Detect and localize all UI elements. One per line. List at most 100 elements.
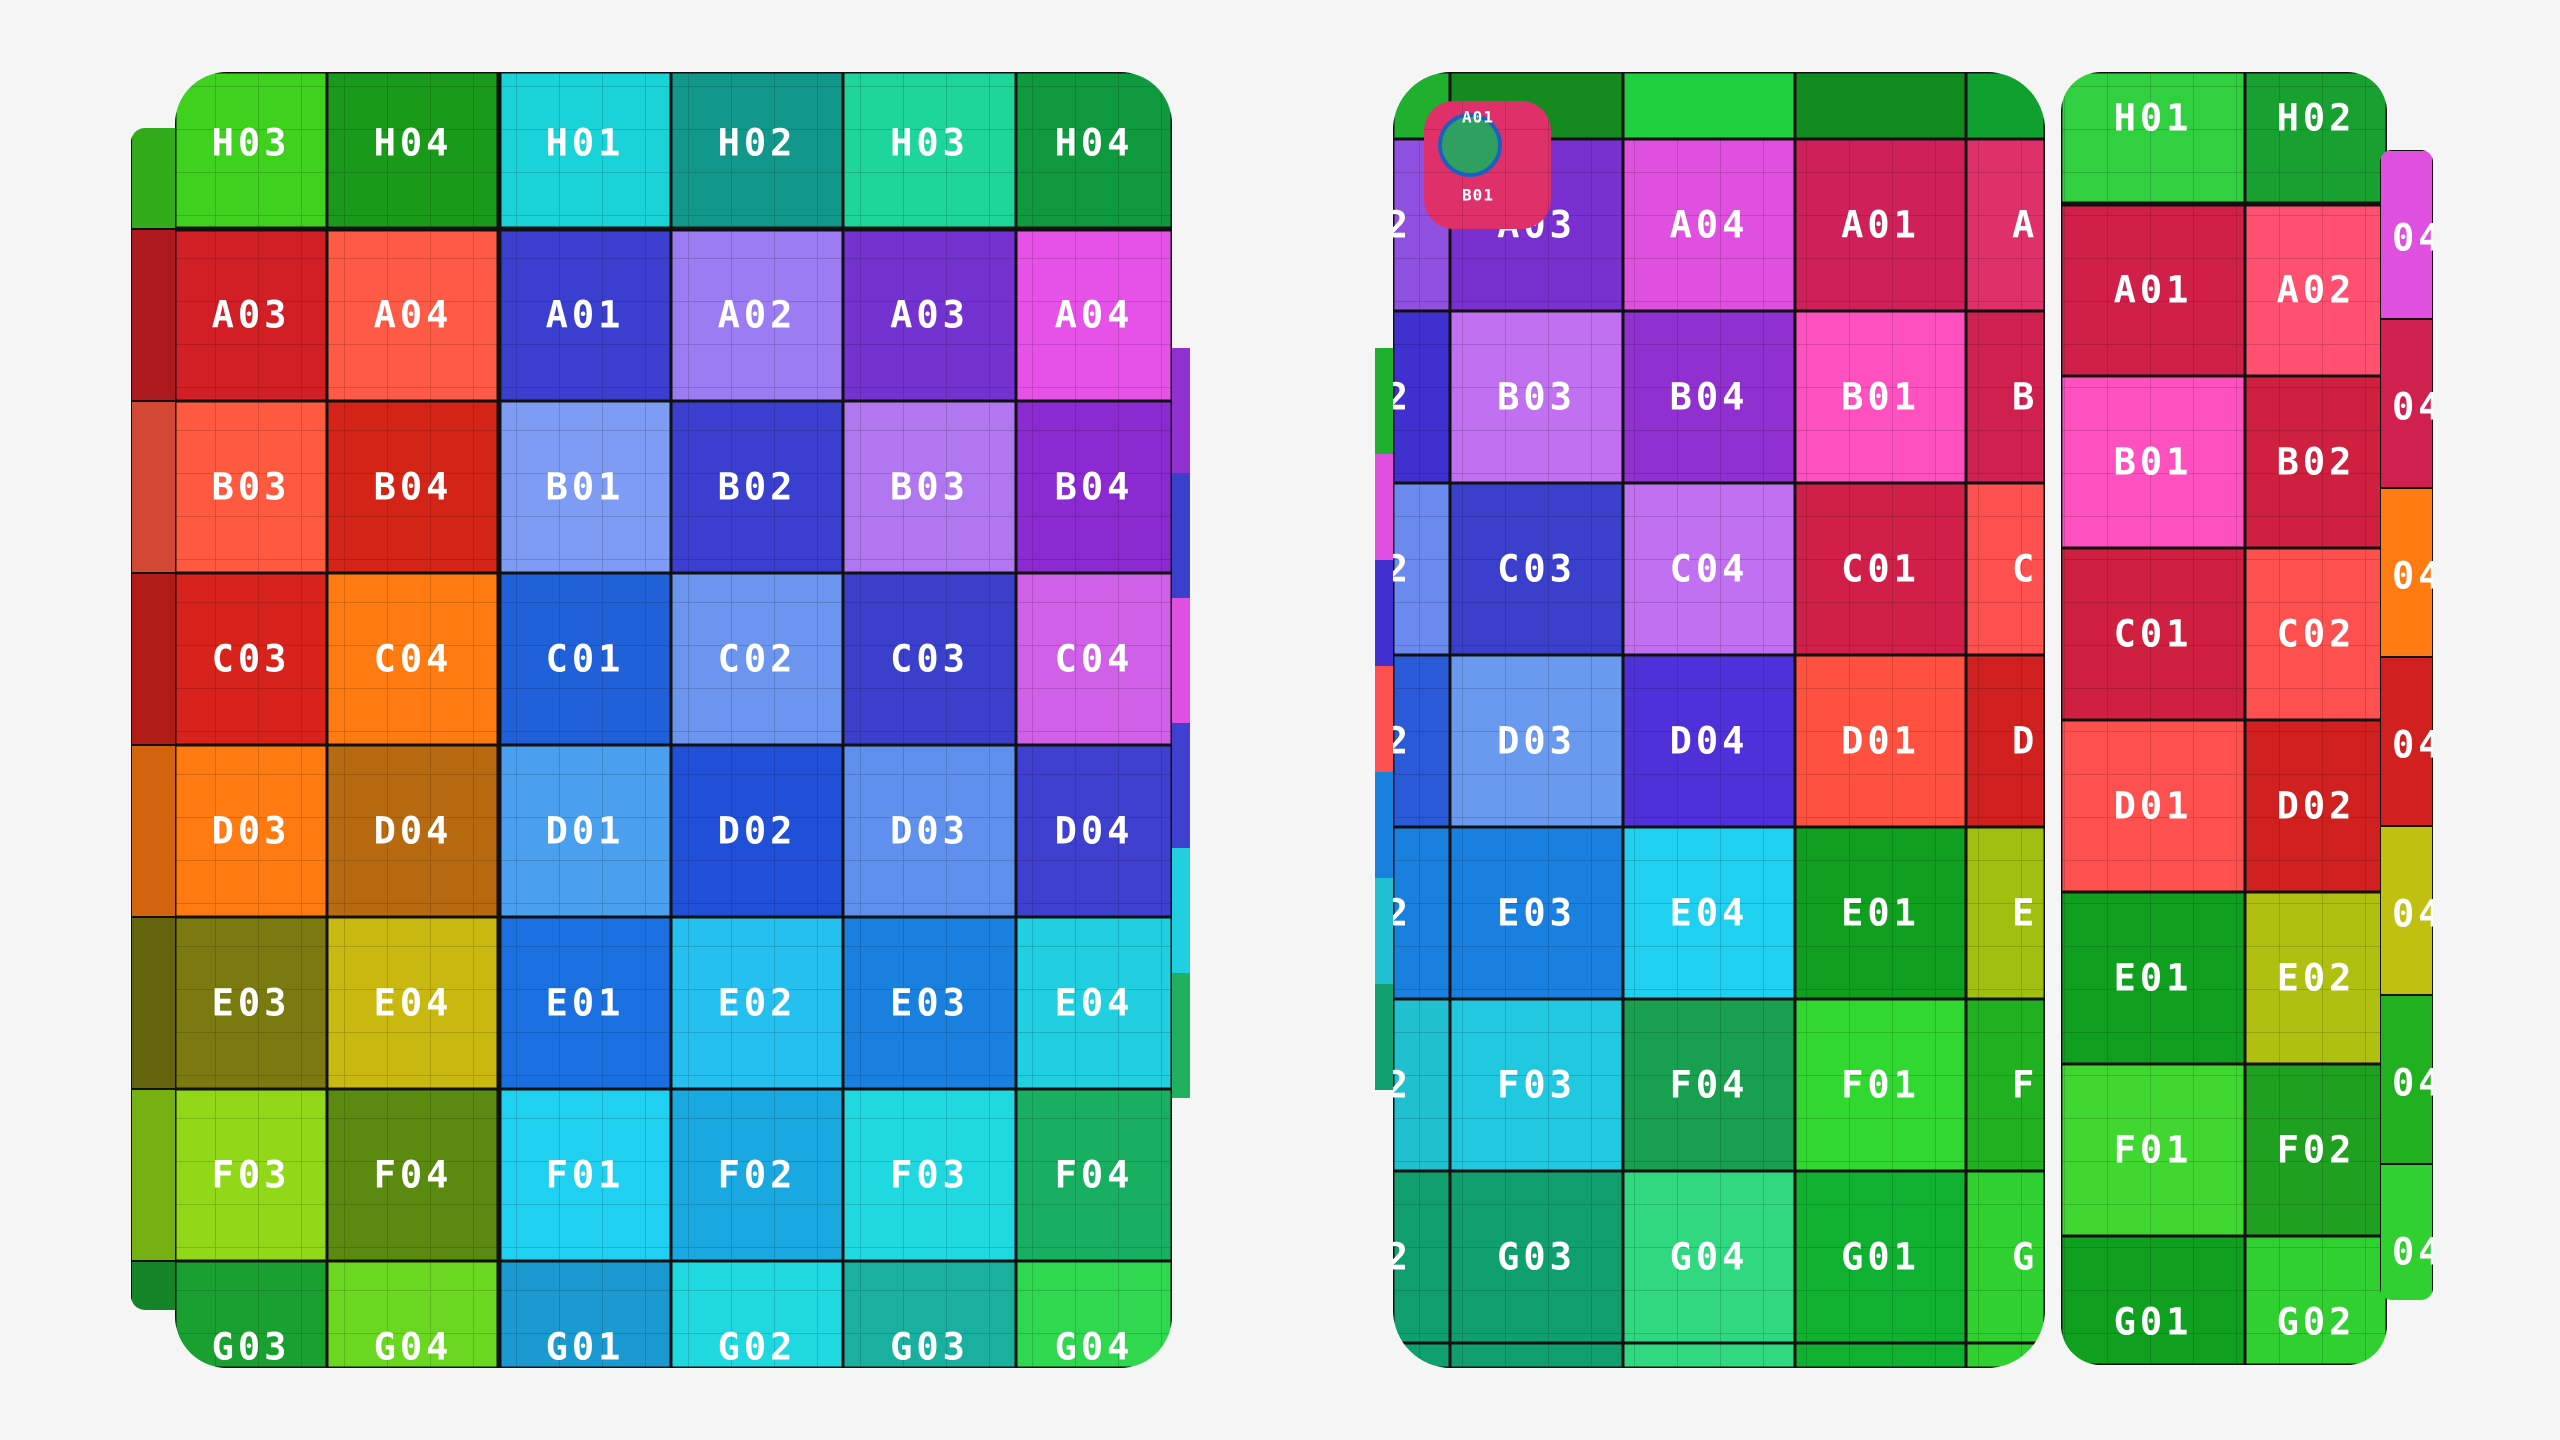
tile-grid xyxy=(1450,827,1623,999)
tile-grid xyxy=(1966,311,2045,483)
tile-label: C01 xyxy=(1841,548,1920,591)
hinge xyxy=(2045,72,2061,1368)
tile-grid xyxy=(1450,655,1623,827)
tile-label: F03 xyxy=(890,1154,969,1197)
tile-grid xyxy=(843,401,1016,573)
tile-label: C03 xyxy=(890,638,969,681)
tile-label: A01 xyxy=(1841,204,1920,247)
tile-label: C03 xyxy=(1497,548,1576,591)
tile-grid xyxy=(327,745,499,917)
tile-grid xyxy=(2245,892,2387,1064)
tile-grid xyxy=(499,1261,671,1368)
tile-grid xyxy=(1795,655,1966,827)
tile-grid xyxy=(1623,999,1795,1171)
tile-grid xyxy=(327,229,499,401)
tile-grid xyxy=(1795,827,1966,999)
tile-label: C03 xyxy=(212,638,291,681)
tile-label: C04 xyxy=(374,638,453,681)
tile-label: D01 xyxy=(1841,720,1920,763)
tile-grid xyxy=(2061,1064,2245,1236)
tile-grid xyxy=(671,573,843,745)
tile-grid xyxy=(1393,999,1450,1171)
tile-label: B03 xyxy=(890,466,969,509)
tile-border xyxy=(2243,1234,2387,1365)
tile-label: D01 xyxy=(2114,785,2193,828)
tile-label: 2 xyxy=(1386,892,1412,935)
tile-label: F04 xyxy=(1055,1154,1134,1197)
tile-label: H02 xyxy=(718,122,797,165)
tile-grid xyxy=(1623,1171,1795,1343)
tile-label: A03 xyxy=(212,294,291,337)
tile-label: A04 xyxy=(374,294,453,337)
tile-grid xyxy=(843,573,1016,745)
tile-grid xyxy=(1450,311,1623,483)
tile-label: C02 xyxy=(2277,613,2356,656)
tile-grid xyxy=(175,401,327,573)
tile-label: D04 xyxy=(374,810,453,853)
tile-grid xyxy=(1623,311,1795,483)
tile-label: E01 xyxy=(546,982,625,1025)
tile-label: E01 xyxy=(1841,892,1920,935)
button-segment xyxy=(1170,348,1190,473)
tile-grid xyxy=(2245,376,2387,548)
tile-label: B04 xyxy=(374,466,453,509)
button-segment xyxy=(1170,973,1190,1098)
tile-border xyxy=(1014,1259,1172,1368)
tile-grid xyxy=(843,72,1016,229)
tile-label: B01 xyxy=(2114,441,2193,484)
tile-label: 2 xyxy=(1386,548,1412,591)
tile-label: G01 xyxy=(1841,1236,1920,1279)
tile-label: 2 xyxy=(1386,1236,1412,1279)
tile-label: H03 xyxy=(212,122,291,165)
tile-grid xyxy=(327,573,499,745)
edge-label: 04 xyxy=(2392,893,2445,936)
tile-label: A02 xyxy=(718,294,797,337)
tile-label: A04 xyxy=(1055,294,1134,337)
tile-label: G01 xyxy=(546,1326,625,1369)
tile-grid xyxy=(1450,999,1623,1171)
tile-grid xyxy=(2245,204,2387,376)
tile-label: G02 xyxy=(718,1326,797,1369)
tile-grid xyxy=(1016,917,1172,1089)
tile-label: G02 xyxy=(2277,1301,2356,1344)
tile-label: A01 xyxy=(2114,269,2193,312)
tile-grid xyxy=(1016,1261,1172,1368)
tile-label: B03 xyxy=(212,466,291,509)
tile-grid xyxy=(499,745,671,917)
tile-grid xyxy=(2245,1236,2387,1365)
tile-label: F04 xyxy=(374,1154,453,1197)
tile-border xyxy=(1964,1341,2045,1368)
tile-grid xyxy=(2245,72,2387,204)
tile-label: F03 xyxy=(212,1154,291,1197)
tile-grid xyxy=(1795,1343,1966,1368)
tile-grid xyxy=(843,917,1016,1089)
tile-grid xyxy=(1623,827,1795,999)
tile-label: B03 xyxy=(1497,376,1576,419)
tile-grid xyxy=(175,229,327,401)
tile-label: F01 xyxy=(1841,1064,1920,1107)
tile-label: B01 xyxy=(546,466,625,509)
tile-label: C02 xyxy=(718,638,797,681)
tile-label: F04 xyxy=(1670,1064,1749,1107)
side-segment xyxy=(1375,454,1393,560)
tile-label: E04 xyxy=(1055,982,1134,1025)
right-case-edge: 04 04 04 04 04 04 04 xyxy=(2380,150,2445,1300)
tile-label: G03 xyxy=(1497,1236,1576,1279)
tile-label: A02 xyxy=(2277,269,2356,312)
tile-label: A03 xyxy=(890,294,969,337)
tile-grid xyxy=(1966,827,2045,999)
tile-label: C01 xyxy=(546,638,625,681)
side-segment xyxy=(1375,666,1393,772)
tile-label: C04 xyxy=(1055,638,1134,681)
side-segment xyxy=(1375,348,1393,454)
tile-grid xyxy=(2061,548,2245,720)
tile-grid xyxy=(843,229,1016,401)
tile-grid xyxy=(2061,72,2245,204)
edge-tile xyxy=(2380,825,2433,996)
tile-grid xyxy=(175,72,327,229)
tile-label: F xyxy=(2012,1064,2038,1107)
tile-label: B xyxy=(2012,376,2038,419)
tile-grid xyxy=(843,1089,1016,1261)
tile-grid xyxy=(1016,72,1172,229)
